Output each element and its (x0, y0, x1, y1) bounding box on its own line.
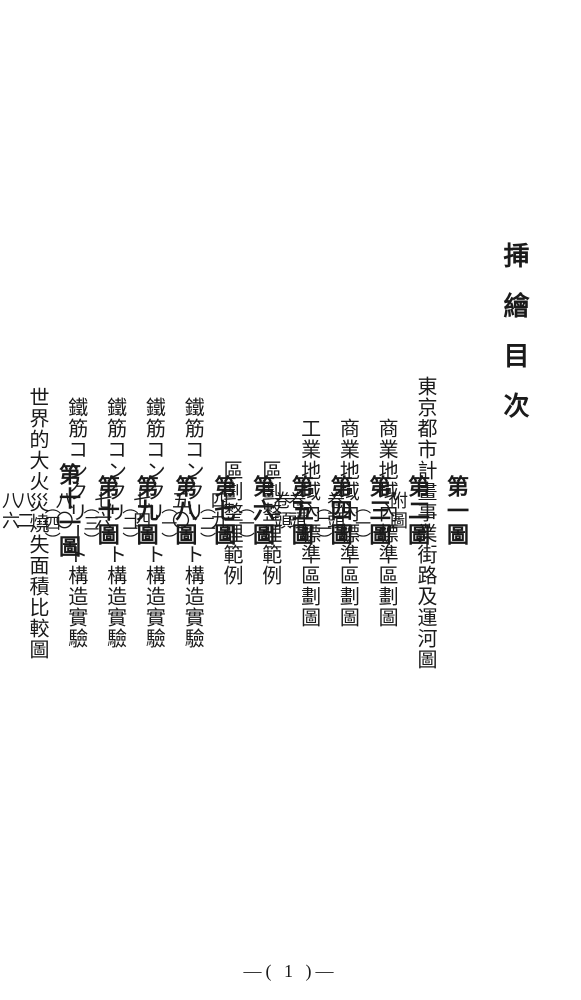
entry-label: 第九圖 (130, 475, 162, 547)
toc-entry: 第三圖商業地域內標準區劃圖（二）卷頭 (358, 72, 394, 950)
toc-entry: 第四圖工業地域內標準區劃圖卷頭 (320, 72, 356, 950)
entry-page-number: 八六 (0, 491, 23, 531)
entry-label: 第六圖 (246, 475, 278, 547)
toc-entry: 第一圖東京都市計畫事業街路及運河圖附圖 (436, 72, 472, 950)
entry-title: 世界的大火災燒失面積比較圖 (23, 387, 52, 660)
entry-label: 第三圖 (362, 475, 394, 547)
toc-entry: 第九圖鐵筋コンクリート構造實驗（三）八〇 (126, 72, 162, 950)
toc-entries: 第一圖東京都市計畫事業街路及運河圖附圖第二圖商業地域內標準區劃圖（一）卷頭第三圖… (48, 72, 480, 950)
toc-entry: 第七圖鐵筋コンクリート構造實驗（一）七四 (203, 72, 239, 950)
toc-entry: 第五圖區劃整理範例（一）四九 (281, 72, 317, 950)
toc-entry: 第二圖商業地域內標準區劃圖（一）卷頭 (397, 72, 433, 950)
toc-entry: 第十一圖世界的大火災燒失面積比較圖八六 (48, 72, 84, 950)
page-number-footer: —( 1 )— (244, 961, 338, 982)
toc-entry: 第六圖區劃整理範例（二）五〇 (242, 72, 278, 950)
entry-label: 第一圖 (440, 475, 472, 547)
entry-label: 第十圖 (91, 475, 123, 547)
entry-label: 第七圖 (207, 475, 239, 547)
entry-label: 第八圖 (168, 475, 200, 547)
entry-label: 第二圖 (401, 475, 433, 547)
toc-entry: 第八圖鐵筋コンクリート構造實驗（二）七六 (164, 72, 200, 950)
entry-label: 第十一圖 (52, 463, 84, 559)
page-content: 挿繪目次 第一圖東京都市計畫事業街路及運河圖附圖第二圖商業地域內標準區劃圖（一）… (48, 72, 533, 950)
toc-heading: 挿繪目次 (480, 72, 533, 950)
entry-label: 第四圖 (324, 475, 356, 547)
entry-label: 第五圖 (285, 475, 317, 547)
toc-entry: 第十圖鐵筋コンクリート構造實驗（四）八二 (87, 72, 123, 950)
